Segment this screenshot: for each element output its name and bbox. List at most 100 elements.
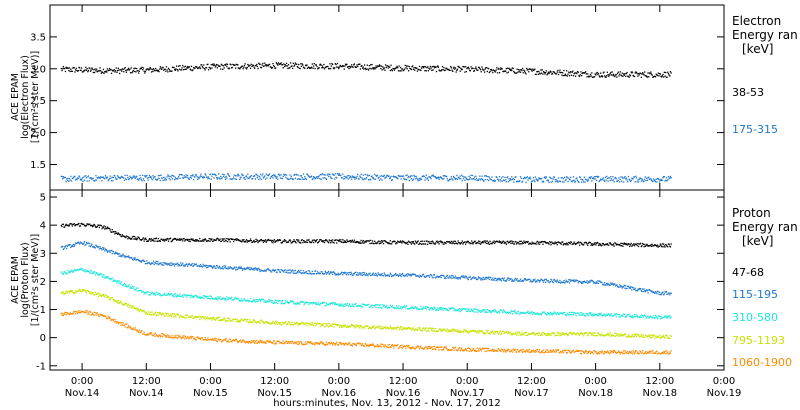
data-point — [215, 267, 217, 269]
data-point — [594, 178, 596, 180]
data-point — [345, 176, 347, 178]
data-point — [519, 280, 521, 282]
data-point — [117, 253, 119, 255]
data-point — [133, 286, 135, 288]
data-point — [187, 316, 189, 318]
data-point — [180, 173, 182, 176]
data-point — [189, 176, 191, 178]
data-point — [433, 274, 435, 276]
data-point — [422, 243, 425, 245]
data-point — [79, 178, 81, 180]
data-point — [242, 268, 244, 270]
data-point — [453, 277, 455, 279]
data-point — [230, 297, 232, 300]
data-point — [396, 242, 398, 244]
data-point — [427, 66, 429, 68]
data-point — [503, 277, 505, 279]
data-point — [157, 292, 159, 295]
data-point — [101, 71, 103, 73]
data-point — [75, 292, 77, 294]
data-point — [458, 177, 460, 179]
data-point — [363, 303, 365, 306]
data-point — [62, 245, 64, 247]
data-point — [269, 300, 271, 302]
data-point — [245, 300, 248, 302]
data-point — [389, 177, 391, 179]
data-point — [374, 68, 376, 70]
data-point — [492, 309, 495, 312]
data-point — [240, 66, 242, 68]
data-point — [295, 272, 297, 274]
data-point — [524, 278, 526, 280]
data-point — [66, 292, 68, 294]
data-point — [654, 244, 657, 247]
data-point — [165, 312, 167, 314]
data-point — [209, 238, 212, 240]
data-point — [86, 180, 88, 182]
data-point — [239, 299, 241, 301]
data-point — [180, 262, 182, 264]
data-point — [96, 245, 98, 248]
data-point — [521, 280, 523, 282]
data-point — [598, 75, 600, 77]
data-point — [266, 174, 269, 176]
data-point — [155, 238, 157, 240]
data-point — [505, 68, 507, 70]
data-point — [294, 323, 296, 325]
data-point — [226, 241, 229, 243]
data-point — [443, 275, 445, 277]
data-point — [271, 174, 273, 177]
data-point — [539, 178, 541, 180]
data-point — [658, 293, 660, 296]
data-point — [564, 73, 566, 75]
data-point — [530, 178, 532, 180]
data-point — [444, 276, 446, 278]
data-point — [330, 302, 332, 305]
data-point — [292, 241, 294, 243]
data-point — [646, 177, 648, 179]
data-point — [594, 242, 596, 244]
data-point — [169, 179, 172, 181]
data-point — [112, 231, 115, 233]
data-point — [585, 281, 587, 283]
data-point — [566, 280, 568, 282]
data-point — [470, 278, 472, 281]
data-point — [467, 310, 469, 312]
data-point — [354, 178, 356, 180]
data-point — [530, 243, 533, 245]
data-point — [345, 64, 347, 66]
data-point — [334, 67, 336, 69]
data-point — [543, 311, 545, 313]
data-point — [359, 272, 361, 274]
data-point — [484, 175, 486, 177]
data-point — [660, 75, 662, 77]
data-point — [89, 292, 91, 294]
data-point — [513, 243, 515, 245]
data-point — [492, 241, 494, 243]
data-point — [432, 174, 434, 176]
data-point — [80, 179, 82, 182]
data-point — [129, 72, 132, 74]
data-point — [387, 65, 389, 67]
data-point — [452, 275, 454, 277]
data-point — [482, 276, 484, 279]
data-point — [341, 177, 343, 179]
data-point — [235, 239, 237, 241]
data-point — [426, 178, 428, 180]
data-point — [344, 241, 346, 243]
data-point — [350, 176, 352, 178]
data-point — [557, 181, 559, 183]
data-point — [297, 240, 299, 243]
data-point — [598, 180, 600, 183]
data-point — [369, 179, 371, 181]
data-point — [577, 312, 579, 314]
data-point — [187, 294, 189, 297]
data-point — [490, 178, 492, 180]
data-point — [125, 284, 127, 286]
data-point — [522, 241, 524, 244]
data-point — [475, 278, 478, 280]
data-point — [627, 313, 630, 316]
data-point — [66, 272, 68, 274]
data-point — [88, 291, 90, 293]
data-point — [313, 176, 315, 179]
